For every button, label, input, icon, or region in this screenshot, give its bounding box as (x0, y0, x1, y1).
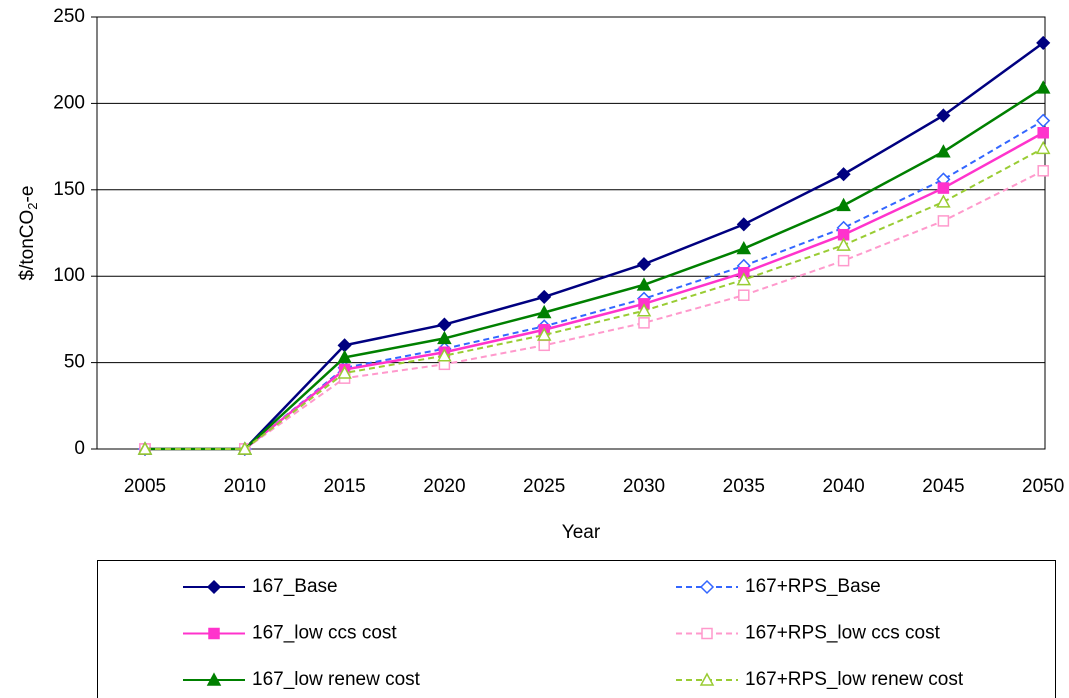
series-line (145, 131, 1044, 451)
marker (699, 672, 715, 686)
legend-marker (206, 579, 222, 595)
marker (699, 579, 715, 595)
legend-label: 167_low renew cost (252, 669, 421, 690)
marker (537, 289, 552, 304)
y-tick-label: 200 (53, 92, 85, 113)
x-tick-label: 2050 (1022, 476, 1064, 497)
legend-label: 167+RPS_low renew cost (745, 669, 964, 690)
y-label-part: -e (17, 186, 38, 203)
y-tick-label: 100 (53, 265, 85, 286)
marker (206, 579, 222, 595)
marker (738, 289, 750, 301)
x-tick-label: 2025 (523, 476, 565, 497)
y-label-part: $/tonCO (17, 210, 38, 281)
y-tick-label: 150 (53, 179, 85, 200)
x-tick-label: 2005 (124, 476, 166, 497)
y-tick-label: 250 (53, 6, 85, 27)
marker (1036, 35, 1051, 50)
legend-marker (208, 627, 220, 640)
marker (736, 240, 752, 255)
marker (538, 339, 550, 352)
legend-label: 167+RPS_low ccs cost (745, 623, 941, 644)
x-tick-label: 2045 (922, 476, 964, 497)
marker (836, 237, 851, 251)
marker (636, 257, 652, 272)
legend-marker (699, 579, 715, 595)
marker (936, 194, 951, 208)
marker (237, 441, 253, 455)
y-axis-label: $/tonCO2-e (17, 186, 40, 281)
marker (936, 144, 951, 158)
legend-box (97, 560, 1056, 698)
marker (638, 317, 650, 329)
marker (536, 327, 552, 341)
series-line (145, 86, 1044, 451)
x-tick-label: 2035 (723, 476, 765, 497)
marker (337, 365, 352, 379)
marker (437, 330, 452, 345)
marker (337, 349, 352, 364)
marker (206, 672, 222, 686)
legend-label: 167_low ccs cost (252, 623, 397, 644)
marker (536, 304, 552, 319)
marker (701, 627, 713, 640)
marker (636, 303, 652, 317)
y-tick-label: 0 (74, 438, 85, 459)
y-label-subscript: 2 (25, 202, 40, 209)
marker (137, 441, 153, 455)
legend-marker (699, 672, 715, 686)
marker (1037, 165, 1049, 177)
marker (208, 627, 220, 640)
marker (837, 254, 850, 267)
x-tick-label: 2015 (323, 476, 365, 497)
marker (736, 217, 751, 232)
x-tick-label: 2010 (224, 476, 266, 497)
marker (937, 215, 950, 227)
marker (1036, 113, 1051, 128)
marker (437, 348, 452, 362)
marker (836, 197, 851, 212)
marker (636, 277, 652, 291)
marker (937, 182, 950, 194)
x-axis-label: Year (562, 522, 601, 543)
x-tick-label: 2020 (423, 476, 465, 497)
x-tick-label: 2030 (623, 476, 665, 497)
marker (1035, 80, 1051, 94)
y-tick-label: 50 (64, 352, 85, 373)
legend-label: 167_Base (252, 576, 338, 597)
legend-marker (206, 672, 222, 686)
marker (736, 272, 752, 286)
marker (936, 108, 951, 123)
legend-label: 167+RPS_Base (745, 576, 881, 597)
series-line (145, 169, 1044, 450)
series-line (145, 41, 1044, 451)
marker (1035, 140, 1051, 155)
legend-marker (701, 627, 713, 640)
marker (836, 167, 851, 182)
plot-area (96, 16, 1046, 450)
series-line (145, 147, 1044, 450)
series (137, 140, 1051, 455)
x-tick-label: 2040 (822, 476, 864, 497)
marker (437, 317, 452, 332)
marker (1037, 127, 1049, 139)
